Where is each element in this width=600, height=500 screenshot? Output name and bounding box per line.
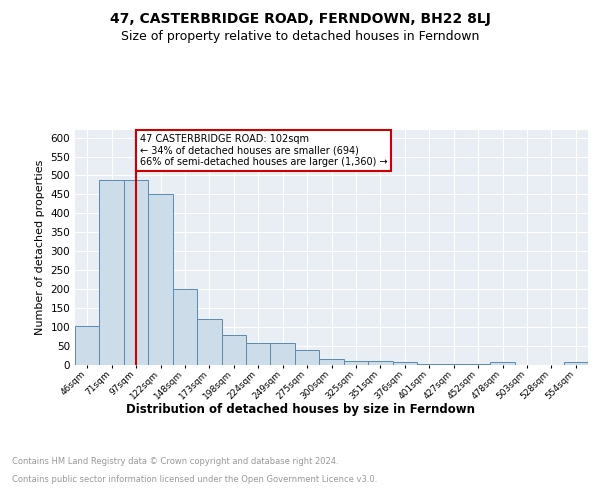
Bar	[221, 334, 246, 365]
Text: 47, CASTERBRIDGE ROAD, FERNDOWN, BH22 8LJ: 47, CASTERBRIDGE ROAD, FERNDOWN, BH22 8L…	[110, 12, 490, 26]
Bar	[295, 350, 319, 365]
Text: Contains public sector information licensed under the Open Government Licence v3: Contains public sector information licen…	[12, 475, 377, 484]
Bar	[197, 319, 221, 365]
Bar	[442, 364, 466, 365]
Bar	[344, 361, 368, 365]
Bar	[466, 364, 490, 365]
Bar	[173, 289, 197, 365]
Bar	[392, 362, 417, 365]
Bar	[490, 362, 515, 365]
Text: Size of property relative to detached houses in Ferndown: Size of property relative to detached ho…	[121, 30, 479, 43]
Bar	[368, 361, 392, 365]
Text: Contains HM Land Registry data © Crown copyright and database right 2024.: Contains HM Land Registry data © Crown c…	[12, 458, 338, 466]
Bar	[75, 326, 100, 365]
Bar	[124, 180, 148, 365]
Bar	[100, 180, 124, 365]
Text: 47 CASTERBRIDGE ROAD: 102sqm
← 34% of detached houses are smaller (694)
66% of s: 47 CASTERBRIDGE ROAD: 102sqm ← 34% of de…	[140, 134, 388, 167]
Bar	[246, 344, 271, 365]
Bar	[148, 194, 173, 365]
Bar	[319, 358, 344, 365]
Bar	[271, 344, 295, 365]
Text: Distribution of detached houses by size in Ferndown: Distribution of detached houses by size …	[125, 402, 475, 415]
Bar	[563, 362, 588, 365]
Bar	[417, 364, 442, 365]
Y-axis label: Number of detached properties: Number of detached properties	[35, 160, 45, 335]
